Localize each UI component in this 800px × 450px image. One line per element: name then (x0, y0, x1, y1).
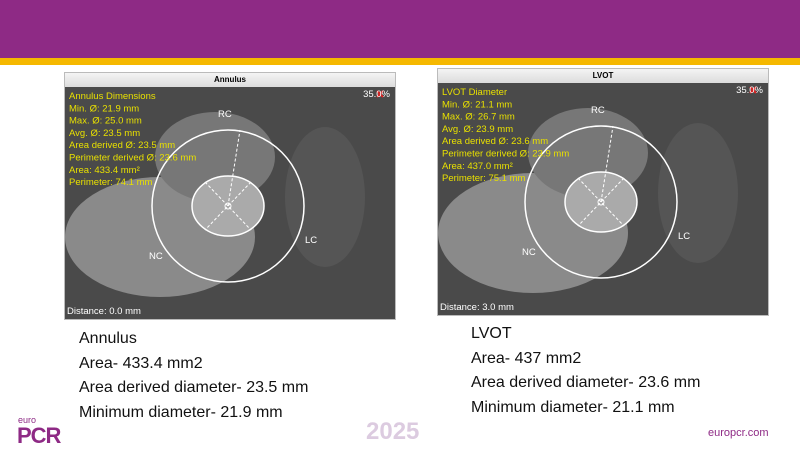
zoom: 35.0% (736, 85, 763, 96)
distance: Distance: 0.0 mm (67, 306, 141, 317)
panel-title-bar: LVOT (438, 69, 768, 83)
caption-line: Minimum diameter- 21.9 mm (79, 403, 283, 421)
measurement: Area derived Ø: 23.5 mm (69, 140, 175, 151)
image-panel: Annulus Annulus Dimensions Min. Ø: 21.9 mm… (64, 72, 396, 320)
zoom: 35.0% (363, 89, 390, 100)
logo-small: euro (18, 415, 37, 425)
header-band (0, 0, 800, 58)
tissue (658, 123, 738, 263)
measurement: Max. Ø: 25.0 mm (69, 116, 142, 127)
measurement: Annulus Dimensions (69, 91, 156, 102)
diameter (577, 177, 625, 227)
caption: LVOT Area- 437 mm2 Area derived diameter- … (471, 322, 700, 420)
measurement: Avg. Ø: 23.9 mm (442, 124, 513, 135)
measurement: Area: 433.4 mm² (69, 165, 140, 176)
logo: PCR (17, 423, 61, 448)
diameter (204, 181, 252, 231)
caption-line: LVOT (471, 325, 512, 342)
measurement: Area: 437.0 mm² (442, 161, 513, 172)
marker-label: LC (678, 231, 690, 242)
measurement: Perimeter derived Ø: 23.6 mm (69, 153, 196, 164)
marker-label: RC (591, 105, 605, 116)
year: 2025 (366, 418, 420, 445)
center (597, 198, 605, 206)
measurement: Perimeter derived Ø: 23.9 mm (442, 149, 569, 160)
measurement: Area derived Ø: 23.6 mm (442, 136, 548, 147)
close-icon (749, 86, 757, 94)
diameter (577, 177, 625, 227)
site: europcr.com (708, 427, 769, 439)
panel-title: Annulus (214, 75, 246, 84)
measurement: Max. Ø: 26.7 mm (442, 112, 515, 123)
measurement: LVOT Diameter (442, 87, 507, 98)
marker-label: NC (149, 251, 163, 262)
measurement: Avg. Ø: 23.5 mm (69, 128, 140, 139)
caption-line: Area- 437 mm2 (471, 349, 582, 367)
measurement: Perimeter: 75.1 mm (442, 173, 525, 184)
caption-line: Area- 433.4 mm2 (79, 354, 203, 372)
measurement: Perimeter: 74.1 mm (69, 177, 152, 188)
marker-label: NC (522, 247, 536, 258)
center (224, 202, 232, 210)
caption: Annulus Area- 433.4 mm2 Area derived diame… (79, 327, 308, 425)
header-stripe (0, 58, 800, 65)
measurement: Min. Ø: 21.9 mm (69, 103, 139, 114)
caption-line: Area derived diameter- 23.5 mm (79, 379, 309, 396)
panel-title-bar: Annulus (65, 73, 395, 87)
marker-label: RC (218, 109, 232, 120)
tissue (285, 127, 365, 267)
caption-line: Minimum diameter- 21.1 mm (471, 398, 675, 416)
caption-line: Annulus (79, 330, 137, 347)
close-icon (376, 90, 384, 98)
caption-line: Area derived diameter- 23.6 mm (471, 374, 701, 391)
ring (524, 125, 678, 279)
ring (151, 129, 305, 283)
axis-line (600, 125, 614, 203)
measurement: Min. Ø: 21.1 mm (442, 99, 512, 110)
axis-line (227, 129, 241, 207)
diameter (204, 181, 252, 231)
marker-label: LC (305, 235, 317, 246)
panel-title: LVOT (592, 71, 614, 80)
image-panel: LVOT LVOT Diameter Min. Ø: 21.1 mm Max. Ø: … (437, 68, 769, 316)
distance: Distance: 3.0 mm (440, 302, 514, 313)
